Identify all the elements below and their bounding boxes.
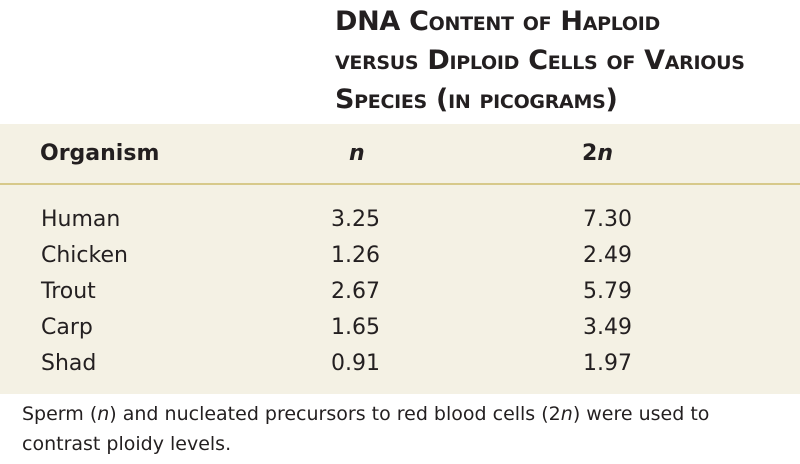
table-row: Trout 2.67 5.79: [0, 274, 800, 310]
footnote-part-2: ) and nucleated precursors to red blood …: [109, 403, 561, 425]
cell-2n: 1.97: [583, 351, 632, 376]
cell-organism: Human: [41, 207, 121, 232]
table-body: Human 3.25 7.30 Chicken 1.26 2.49 Trout …: [0, 202, 800, 382]
cell-n: 3.25: [331, 207, 380, 232]
title-line-3: Species (in picograms): [335, 84, 618, 115]
table-footnote: Sperm (n) and nucleated precursors to re…: [22, 399, 792, 459]
header-n: n: [349, 141, 365, 166]
cell-2n: 3.49: [583, 315, 632, 340]
dna-content-table: Organism n 2n Human 3.25 7.30 Chicken 1.…: [0, 124, 800, 394]
cell-2n: 5.79: [583, 279, 632, 304]
table-title: DNA Content of Haploid versus Diploid Ce…: [335, 2, 795, 119]
table-header-row: Organism n 2n: [0, 124, 800, 185]
table-row: Shad 0.91 1.97: [0, 346, 800, 382]
cell-organism: Carp: [41, 315, 93, 340]
footnote-italic-1: n: [97, 403, 110, 425]
cell-n: 2.67: [331, 279, 380, 304]
table-row: Chicken 1.26 2.49: [0, 238, 800, 274]
cell-n: 0.91: [331, 351, 380, 376]
cell-n: 1.26: [331, 243, 380, 268]
header-2n-prefix: 2: [582, 141, 598, 166]
cell-2n: 7.30: [583, 207, 632, 232]
title-line-2: versus Diploid Cells of Various: [335, 45, 745, 76]
table-row: Carp 1.65 3.49: [0, 310, 800, 346]
title-line-1: DNA Content of Haploid: [335, 6, 660, 37]
footnote-part-3: ) were used to contrast ploidy levels.: [22, 403, 710, 455]
cell-organism: Chicken: [41, 243, 128, 268]
header-2n: 2n: [582, 139, 613, 169]
header-organism: Organism: [40, 141, 160, 166]
cell-organism: Trout: [41, 279, 96, 304]
header-2n-italic: n: [597, 141, 613, 166]
footnote-part-1: Sperm (: [22, 403, 98, 425]
cell-n: 1.65: [331, 315, 380, 340]
cell-2n: 2.49: [583, 243, 632, 268]
footnote-italic-2: n: [560, 403, 573, 425]
table-row: Human 3.25 7.30: [0, 202, 800, 238]
cell-organism: Shad: [41, 351, 97, 376]
